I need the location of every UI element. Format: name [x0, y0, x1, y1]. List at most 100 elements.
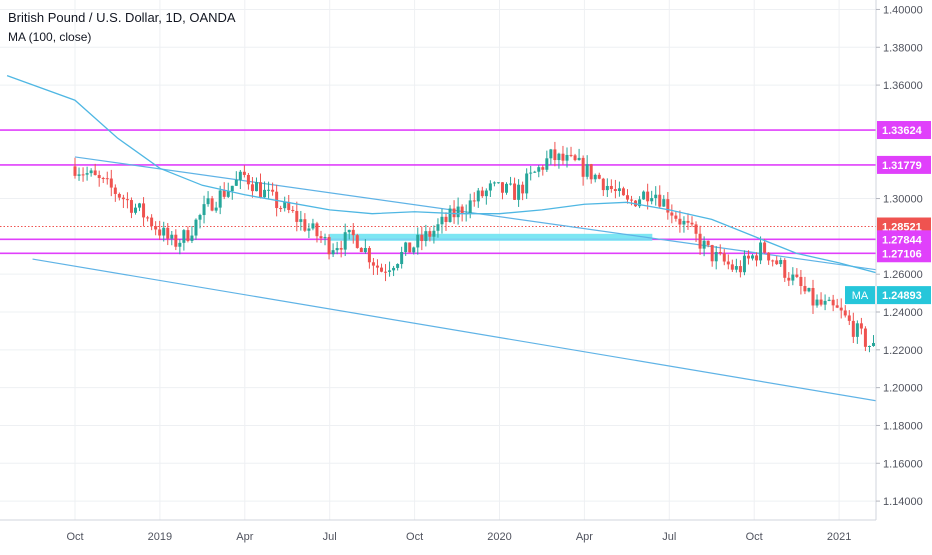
candle-body [319, 236, 322, 238]
price-axis-tick-label: 1.22000 [883, 345, 923, 357]
candle-body [328, 237, 331, 254]
candle-body [283, 202, 286, 208]
candle-body [840, 308, 843, 311]
candle-body [751, 255, 754, 258]
candle-body [142, 203, 145, 217]
candle-body [146, 217, 149, 218]
candle-body [130, 200, 133, 213]
candle-body [396, 264, 399, 268]
candle-body [594, 175, 597, 179]
candle-body [590, 164, 593, 179]
candle-body [469, 200, 472, 213]
candle-body [235, 180, 238, 186]
candle-body [227, 191, 230, 197]
candle-body [868, 346, 871, 347]
candle-body [602, 179, 605, 190]
candle-body [114, 188, 117, 194]
candle-body [291, 210, 294, 211]
candle-body [332, 250, 335, 254]
candle-body [408, 242, 411, 252]
candle-body [388, 270, 391, 272]
candle-body [691, 223, 694, 225]
candle-body [674, 216, 677, 219]
candle-body [178, 243, 181, 247]
candle-body [545, 158, 548, 169]
candle-body [533, 172, 536, 173]
candle-body [203, 204, 206, 215]
candle-body [707, 241, 710, 245]
candle-body [150, 218, 153, 227]
candle-body [872, 343, 875, 346]
candle-body [372, 262, 375, 265]
candle-body [759, 243, 762, 261]
candle-body [162, 228, 165, 236]
candle-body [719, 252, 722, 253]
candle-body [134, 208, 137, 213]
candle-body [445, 217, 448, 222]
candle-body [618, 188, 621, 191]
candle-body [739, 266, 742, 272]
candle-body [799, 277, 802, 286]
candle-body [190, 236, 193, 241]
candle-body [315, 223, 318, 236]
candle-body [489, 183, 492, 190]
candle-body [537, 167, 540, 172]
candle-body [565, 155, 568, 161]
candle-body [630, 200, 633, 201]
candle-body [670, 213, 673, 216]
time-axis-tick-label: 2021 [827, 531, 851, 543]
candle-body [432, 231, 435, 237]
candle-body [836, 305, 839, 307]
candle-body [384, 272, 387, 273]
candle-body [513, 184, 516, 200]
candle-body [436, 224, 439, 231]
price-axis-tick-label: 1.30000 [883, 194, 923, 206]
candle-body [549, 149, 552, 158]
price-axis-tick-label: 1.38000 [883, 42, 923, 54]
candle-body [340, 248, 343, 250]
plot-layer [0, 76, 932, 503]
candle-body [904, 367, 907, 381]
price-tag-label: 1.31779 [882, 160, 922, 172]
candle-body [231, 186, 234, 191]
price-axis-tick-label: 1.36000 [883, 80, 923, 92]
candle-body [428, 231, 431, 237]
candle-body [223, 190, 226, 196]
candle-body [703, 241, 706, 249]
candle-body [122, 198, 125, 200]
candle-body [138, 203, 141, 207]
candle-body [517, 185, 520, 200]
candle-body [420, 235, 423, 241]
candle-body [90, 170, 93, 173]
candle-body [767, 253, 770, 261]
candle-body [271, 190, 274, 192]
candle-body [74, 166, 77, 175]
candle-body [360, 248, 363, 252]
candle-body [493, 182, 496, 183]
candle-body [529, 173, 532, 174]
candle-body [356, 235, 359, 248]
candle-body [574, 155, 577, 160]
candle-body [747, 256, 750, 259]
candle-body [299, 219, 302, 222]
candle-body [94, 170, 97, 175]
candle-body [626, 195, 629, 199]
candle-body [219, 190, 222, 207]
time-axis-tick-label: Oct [746, 531, 763, 543]
candle-body [541, 167, 544, 170]
candle-body [457, 207, 460, 218]
candle-body [856, 323, 859, 337]
candle-body [908, 368, 911, 381]
candle-body [828, 300, 831, 301]
candle-body [259, 182, 262, 197]
candle-body [473, 200, 476, 201]
candle-body [251, 184, 254, 191]
candle-body [118, 194, 121, 198]
candle-body [509, 184, 512, 185]
candle-body [570, 155, 573, 156]
candle-body [170, 235, 173, 239]
candle-body [896, 363, 899, 368]
time-axis-tick-label: Apr [576, 531, 593, 543]
